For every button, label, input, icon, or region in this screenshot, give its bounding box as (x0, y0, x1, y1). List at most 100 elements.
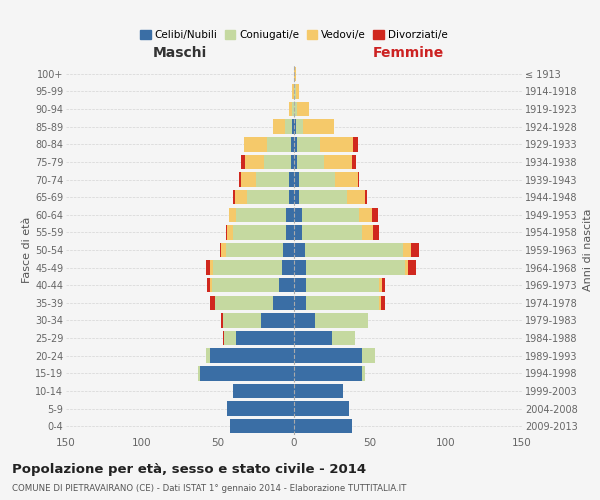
Bar (236, 331, 294, 345)
Bar (273, 296, 294, 310)
Bar (286, 208, 294, 222)
Bar (306, 260, 405, 275)
Bar (208, 278, 211, 292)
Bar (294, 384, 343, 398)
Bar (223, 331, 224, 345)
Bar (211, 348, 294, 363)
Bar (362, 225, 373, 240)
Bar (239, 172, 241, 186)
Bar (325, 154, 352, 169)
Bar (226, 243, 283, 257)
Bar (332, 331, 355, 345)
Bar (294, 260, 306, 275)
Bar (212, 278, 279, 292)
Bar (247, 190, 289, 204)
Bar (302, 208, 359, 222)
Bar (294, 66, 296, 81)
Bar (227, 402, 294, 416)
Bar (294, 190, 299, 204)
Bar (227, 225, 233, 240)
Bar (297, 154, 325, 169)
Bar (315, 314, 368, 328)
Legend: Celibi/Nubili, Coniugati/e, Vedovi/e, Divorziati/e: Celibi/Nubili, Coniugati/e, Vedovi/e, Di… (136, 26, 452, 44)
Bar (233, 225, 286, 240)
Bar (256, 172, 289, 186)
Bar (294, 243, 305, 257)
Bar (286, 225, 294, 240)
Bar (273, 120, 285, 134)
Bar (292, 102, 294, 117)
Bar (371, 208, 377, 222)
Bar (215, 296, 273, 310)
Bar (353, 137, 358, 152)
Bar (292, 84, 294, 98)
Bar (291, 154, 294, 169)
Bar (291, 137, 294, 152)
Bar (359, 208, 371, 222)
Bar (279, 278, 294, 292)
Bar (352, 154, 356, 169)
Bar (241, 172, 256, 186)
Bar (294, 331, 332, 345)
Bar (223, 314, 260, 328)
Bar (306, 278, 379, 292)
Bar (285, 120, 292, 134)
Bar (306, 296, 379, 310)
Bar (347, 190, 365, 204)
Bar (224, 331, 236, 345)
Bar (266, 137, 291, 152)
Bar (411, 243, 419, 257)
Bar (294, 172, 299, 186)
Bar (294, 154, 297, 169)
Bar (211, 260, 214, 275)
Bar (382, 278, 385, 292)
Bar (283, 243, 294, 257)
Bar (198, 366, 200, 380)
Bar (211, 278, 212, 292)
Bar (206, 260, 211, 275)
Bar (294, 296, 306, 310)
Bar (229, 208, 236, 222)
Bar (294, 84, 296, 98)
Bar (294, 137, 297, 152)
Bar (289, 190, 294, 204)
Text: Popolazione per età, sesso e stato civile - 2014: Popolazione per età, sesso e stato civil… (12, 462, 366, 475)
Bar (206, 348, 211, 363)
Bar (408, 260, 416, 275)
Bar (335, 172, 358, 186)
Bar (380, 296, 385, 310)
Bar (379, 278, 382, 292)
Bar (297, 102, 309, 117)
Text: Femmine: Femmine (373, 46, 443, 60)
Bar (292, 120, 294, 134)
Bar (245, 154, 263, 169)
Bar (263, 154, 291, 169)
Bar (305, 243, 403, 257)
Bar (299, 172, 335, 186)
Bar (289, 102, 292, 117)
Bar (373, 225, 379, 240)
Bar (235, 190, 247, 204)
Bar (221, 243, 226, 257)
Bar (379, 296, 380, 310)
Bar (294, 102, 297, 117)
Bar (221, 314, 223, 328)
Bar (220, 243, 221, 257)
Bar (296, 120, 303, 134)
Bar (233, 384, 294, 398)
Text: Maschi: Maschi (153, 46, 207, 60)
Bar (302, 225, 362, 240)
Bar (320, 137, 353, 152)
Bar (260, 314, 294, 328)
Bar (294, 419, 352, 434)
Bar (244, 137, 266, 152)
Bar (200, 366, 294, 380)
Bar (211, 296, 215, 310)
Bar (294, 225, 302, 240)
Bar (294, 120, 296, 134)
Text: COMUNE DI PIETRAVAIRANO (CE) - Dati ISTAT 1° gennaio 2014 - Elaborazione TUTTITA: COMUNE DI PIETRAVAIRANO (CE) - Dati ISTA… (12, 484, 406, 493)
Bar (362, 348, 374, 363)
Bar (358, 172, 359, 186)
Bar (403, 243, 411, 257)
Bar (296, 84, 299, 98)
